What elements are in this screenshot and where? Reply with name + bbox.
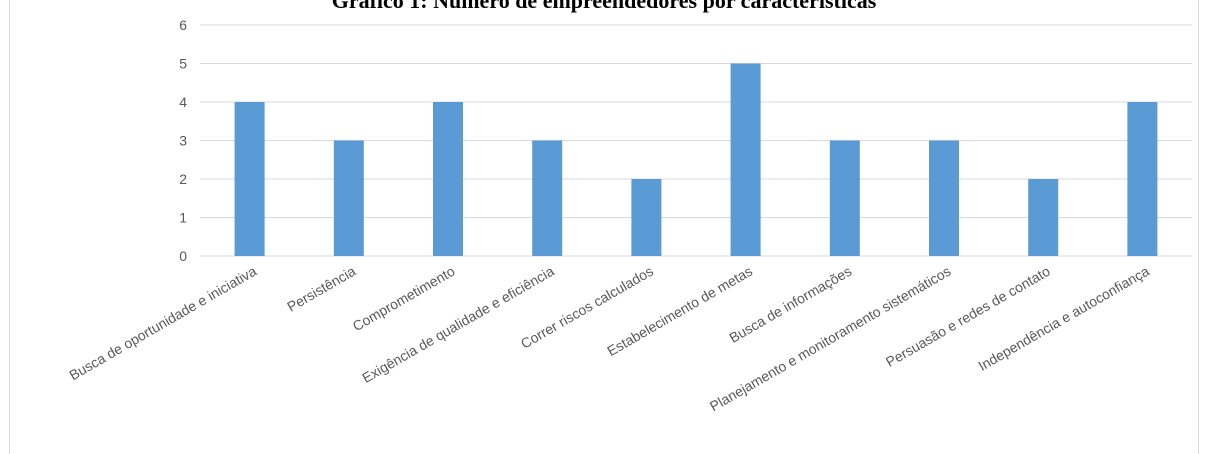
bar [631, 179, 662, 256]
chart-frame [9, 0, 1199, 454]
x-category-label: Independência e autoconfiança [975, 263, 1152, 374]
y-tick-label: 4 [179, 94, 187, 110]
x-axis-labels: Busca de oportunidade e iniciativa Persis… [66, 263, 1152, 415]
bar [730, 63, 761, 256]
bars [234, 63, 1158, 256]
x-category-label: Persistência [284, 263, 358, 315]
y-tick-label: 2 [179, 171, 187, 187]
bar [433, 102, 463, 256]
y-axis-ticks: 0 1 2 3 4 5 6 [179, 17, 187, 264]
x-category-label: Busca de oportunidade e iniciativa [66, 263, 259, 384]
y-tick-label: 5 [179, 56, 187, 72]
x-category-label: Exigência de qualidade e eficiência [359, 263, 557, 386]
bar [929, 140, 959, 256]
bar [234, 102, 265, 256]
bar [1028, 179, 1059, 256]
bar [333, 140, 364, 256]
x-category-label: Comprometimento [350, 263, 458, 335]
y-tick-label: 1 [179, 210, 187, 226]
y-tick-label: 0 [179, 248, 187, 264]
x-category-label: Persuasão e redes de contato [883, 263, 1053, 370]
y-tick-label: 6 [179, 17, 187, 33]
bar [532, 140, 563, 256]
bar [1127, 102, 1158, 256]
chart-title: Gráfico 1: Número de empreendedores por … [331, 0, 877, 13]
bar [829, 140, 860, 256]
y-tick-label: 3 [179, 133, 187, 149]
gridlines [200, 24, 1192, 257]
